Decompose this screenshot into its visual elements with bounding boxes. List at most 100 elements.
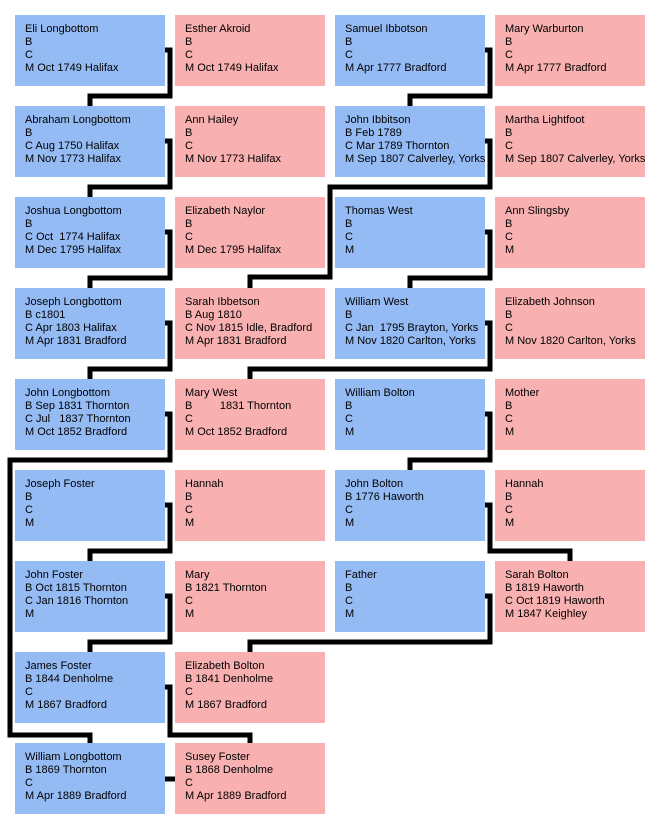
person-m: M [345,608,355,620]
person-box[interactable]: Ann Hailey B C M Nov 1773 Halifax [175,106,325,177]
person-name: Joshua Longbottom [25,205,122,217]
person-box[interactable]: Esther Akroid B C M Oct 1749 Halifax [175,15,325,86]
person-box[interactable]: John Bolton B 1776 Haworth C M [335,470,485,541]
person-box[interactable]: William Bolton B C M [335,379,485,450]
person-name: Joseph Longbottom [25,296,122,308]
person-box[interactable]: Eli Longbottom B C M Oct 1749 Halifax [15,15,165,86]
person-box[interactable]: Joseph Foster B C M [15,470,165,541]
person-b: B [345,36,353,48]
person-box[interactable]: John Ibbitson B Feb 1789 C Mar 1789 Thornt… [335,106,485,177]
person-c: C Oct 1819 Haworth [505,595,605,607]
person-c: C Oct 1774 Halifax [25,231,121,243]
connector [87,593,173,652]
person-b: B [25,127,33,139]
person-m: M [345,517,355,529]
person-box[interactable]: Samuel Ibbotson B C M Apr 1777 Bradford [335,15,485,86]
person-m: M 1867 Bradford [185,699,267,711]
person-b: B [25,218,33,230]
person-c: C [505,140,513,152]
person-box[interactable]: Mary B 1821 Thornton C M [175,561,325,632]
person-box[interactable]: William Longbottom B 1869 Thornton C M Apr … [15,743,165,814]
person-name: Father [345,569,377,581]
person-name: Elizabeth Johnson [505,296,595,308]
person-c: C Jul 1837 Thornton [25,413,131,425]
person-box[interactable]: Mother B C M [495,379,645,450]
person-c: C [345,595,353,607]
person-m: M Oct 1749 Halifax [185,62,279,74]
person-box[interactable]: Joseph Longbottom B c1801 C Apr 1803 Halif… [15,288,165,359]
person-m: M [505,517,515,529]
person-b: B Aug 1810 [185,309,242,321]
person-c: C Jan 1816 Thornton [25,595,129,607]
person-box[interactable]: Mary Warburton B C M Apr 1777 Bradford [495,15,645,86]
person-c: C [185,49,193,61]
person-name: Martha Lightfoot [505,114,585,126]
person-c: C [25,49,33,61]
person-box[interactable]: Hannah B C M [175,470,325,541]
person-m: M Oct 1852 Bradford [185,426,288,438]
person-m: M 1867 Bradford [25,699,107,711]
person-name: Ann Slingsby [505,205,570,217]
person-b: B [505,400,513,412]
person-b: B [185,36,193,48]
connector [247,320,493,379]
person-name: Abraham Longbottom [25,114,131,126]
person-b: B [345,400,353,412]
person-box[interactable]: Elizabeth Naylor B C M Dec 1795 Halifax [175,197,325,268]
person-name: John Bolton [345,478,404,490]
person-box[interactable]: James Foster B 1844 Denholme C M 1867 Bradf… [15,652,165,723]
person-name: Thomas West [345,205,413,217]
person-box[interactable]: Sarah Ibbetson B Aug 1810 C Nov 1815 Idle,… [175,288,325,359]
person-c: C [185,777,193,789]
person-box[interactable]: Hannah B C M [495,470,645,541]
person-box[interactable]: Elizabeth Johnson B C M Nov 1820 Carlton, Y… [495,288,645,359]
person-b: B 1821 Thornton [185,582,267,594]
person-b: B [505,309,513,321]
person-name: John Ibbitson [345,114,411,126]
person-box[interactable]: John Longbottom B Sep 1831 Thornton C Jul … [15,379,165,450]
person-b: B [505,491,513,503]
person-box[interactable]: Susey Foster B 1868 Denholme C M Apr 1889 B… [175,743,325,814]
person-m: M 1847 Keighley [505,608,587,620]
person-box[interactable]: Sarah Bolton B 1819 Haworth C Oct 1819 Haw… [495,561,645,632]
person-b: B [185,127,193,139]
person-name: Hannah [505,478,544,490]
person-name: Samuel Ibbotson [345,23,428,35]
connector [247,138,493,288]
person-b: B [345,309,353,321]
person-name: Eli Longbottom [25,23,99,35]
person-box[interactable]: Abraham Longbottom B C Aug 1750 Halifax M N… [15,106,165,177]
person-box[interactable]: Martha Lightfoot B C M Sep 1807 Calverley, … [495,106,645,177]
person-name: William West [345,296,409,308]
person-box[interactable]: William West B C Jan 1795 Brayton, Yorks M … [335,288,485,359]
connector [87,320,173,379]
person-m: M [185,517,195,529]
person-name: Susey Foster [185,751,250,763]
connector [87,138,173,197]
person-b: B 1868 Denholme [185,764,274,776]
person-name: Elizabeth Naylor [185,205,266,217]
person-m: M [505,426,515,438]
person-b: B Oct 1815 Thornton [25,582,127,594]
person-m: M Apr 1889 Bradford [185,790,287,802]
person-box[interactable]: John Foster B Oct 1815 Thornton C Jan 1816… [15,561,165,632]
person-m: M Dec 1795 Halifax [25,244,121,256]
person-box[interactable]: Joshua Longbottom B C Oct 1774 Halifax M De… [15,197,165,268]
person-box[interactable]: Father B C M [335,561,485,632]
person-c: C [505,322,513,334]
person-c: C Aug 1750 Halifax [25,140,120,152]
person-b: B [185,491,193,503]
connector [247,593,493,652]
person-c: C [505,231,513,243]
person-box[interactable]: Elizabeth Bolton B 1841 Denholme C M 1867 B… [175,652,325,723]
person-box[interactable]: Thomas West B C M [335,197,485,268]
person-c: C Apr 1803 Halifax [25,322,117,334]
person-m: M Oct 1852 Bradford [25,426,128,438]
person-b: B [185,218,193,230]
person-b: B Sep 1831 Thornton [25,400,130,412]
person-box[interactable]: Ann Slingsby B C M [495,197,645,268]
person-box[interactable]: Mary West B 1831 Thornton C M Oct 1852 Brad… [175,379,325,450]
person-c: C [185,595,193,607]
person-c: C [185,413,193,425]
